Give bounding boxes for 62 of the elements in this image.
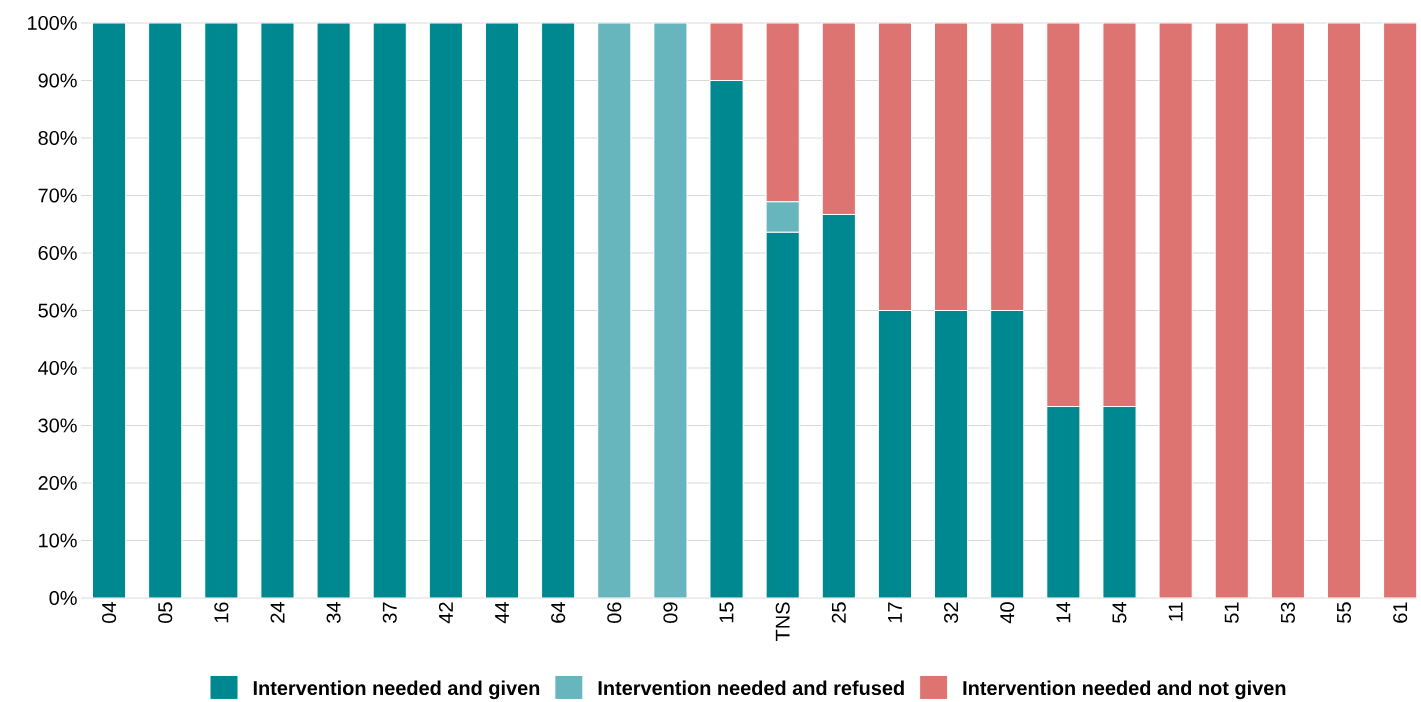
bar — [709, 23, 744, 82]
y-tick-label: 10% — [39, 533, 77, 548]
bar — [204, 23, 239, 599]
x-tick-label: 05 — [158, 602, 173, 623]
bar — [372, 23, 407, 599]
y-tick-label: 90% — [38, 73, 77, 88]
bar — [1270, 23, 1305, 599]
x-tick-label: 34 — [326, 602, 341, 623]
x-tick-label: 44 — [495, 602, 509, 624]
x-tick-label: 16 — [214, 602, 229, 623]
legend-label: Intervention needed and given — [253, 680, 540, 700]
x-tick-label: 14 — [1056, 602, 1071, 623]
bar — [765, 23, 800, 203]
x-tick-label: 04 — [102, 602, 117, 623]
x-tick-label: 55 — [1337, 602, 1351, 623]
x-tick-label: 40 — [1000, 602, 1015, 624]
x-tick-label: 15 — [719, 602, 734, 623]
bar — [316, 23, 351, 599]
x-tick-label: 54 — [1112, 602, 1127, 623]
y-tick-label: 60% — [38, 245, 77, 261]
bar — [990, 23, 1025, 312]
x-tick-label: 37 — [382, 602, 397, 623]
y-tick-label: 30% — [38, 418, 77, 433]
x-tick-label: 25 — [831, 602, 846, 623]
legend-label: Intervention needed and refused — [598, 680, 904, 696]
x-tick-label: 42 — [438, 602, 453, 624]
bar — [260, 23, 295, 599]
bar — [1326, 23, 1362, 599]
bar — [1383, 23, 1418, 599]
legend-label: Intervention needed and not given — [963, 680, 1286, 700]
y-tick-label: 50% — [38, 303, 77, 318]
bar — [484, 23, 520, 599]
bar — [1046, 23, 1081, 408]
x-tick-label: 09 — [663, 602, 678, 623]
bar — [653, 23, 688, 599]
x-tick-label: 32 — [944, 602, 959, 623]
y-tick-label: 100% — [28, 15, 77, 31]
x-tick-label: 53 — [1280, 602, 1295, 623]
bar — [877, 23, 913, 312]
x-tick-label: 64 — [551, 602, 566, 623]
y-tick-label: 70% — [38, 188, 77, 203]
y-tick-label: 0% — [49, 590, 77, 606]
bar — [821, 23, 856, 215]
y-tick-label: 40% — [38, 360, 77, 376]
bar — [92, 23, 127, 599]
x-tick-label: 11 — [1168, 602, 1183, 621]
bar — [597, 23, 632, 599]
bar — [1102, 23, 1137, 408]
x-tick-label: 06 — [607, 602, 622, 623]
y-tick-label: 80% — [38, 130, 77, 146]
bar — [1214, 23, 1249, 599]
x-tick-label: 17 — [888, 602, 902, 623]
bar — [1158, 23, 1193, 599]
bar — [934, 23, 969, 312]
x-tick-label: 24 — [270, 602, 285, 623]
y-tick-label: 20% — [38, 475, 77, 491]
x-tick-label: 51 — [1224, 602, 1239, 623]
bar — [148, 23, 183, 599]
bar — [428, 23, 463, 599]
bar — [541, 23, 576, 599]
x-tick-label: 61 — [1393, 602, 1408, 623]
x-tick-label: TNS — [775, 602, 790, 641]
